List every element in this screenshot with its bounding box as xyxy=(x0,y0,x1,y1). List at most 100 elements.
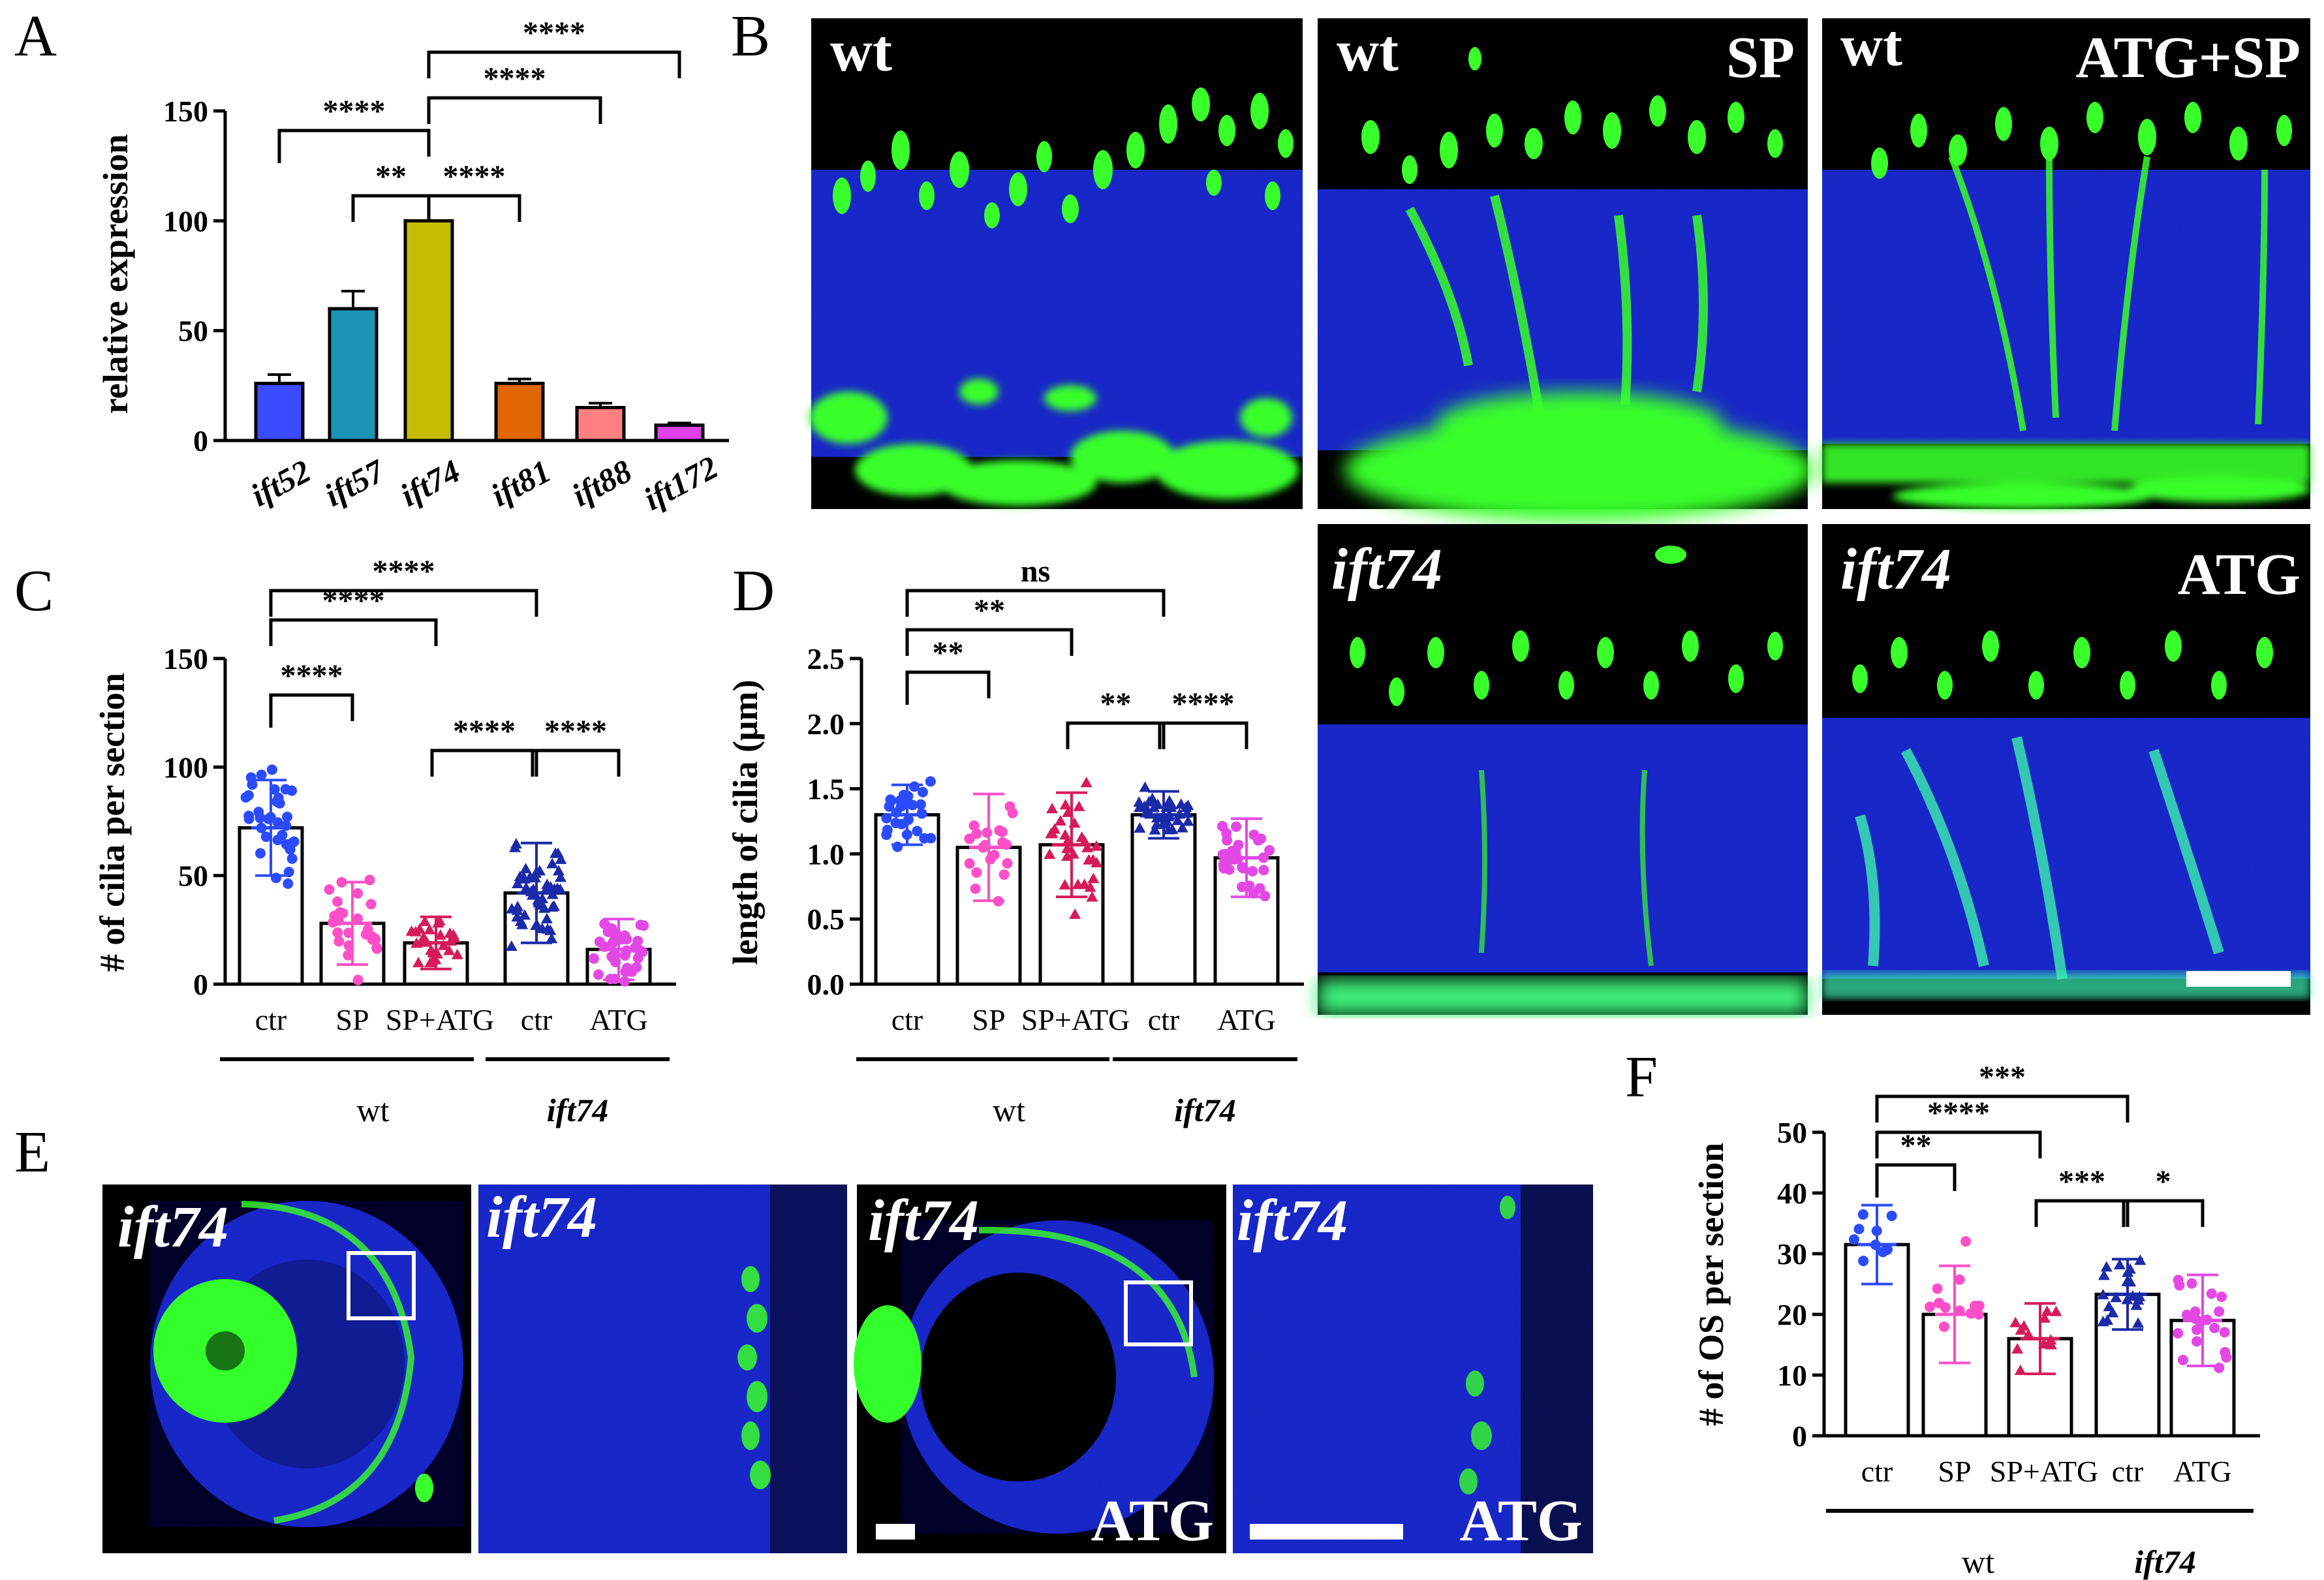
data-point xyxy=(964,858,975,869)
data-point xyxy=(1886,1210,1897,1221)
bar xyxy=(575,406,626,442)
data-point xyxy=(352,913,363,924)
data-point xyxy=(1087,873,1100,884)
data-point xyxy=(1166,824,1179,835)
data-point xyxy=(272,817,283,828)
data-point xyxy=(1222,835,1233,846)
data-point xyxy=(1054,814,1066,826)
data-point xyxy=(1133,796,1145,807)
data-point xyxy=(971,867,982,878)
significance-bracket xyxy=(427,50,681,78)
data-point xyxy=(519,863,532,874)
data-point xyxy=(2041,1305,2053,1316)
y-tick-label: 2.5 xyxy=(807,642,845,675)
data-point xyxy=(447,929,459,940)
y-tick-label: 1.5 xyxy=(807,773,845,806)
data-point xyxy=(1090,840,1102,851)
data-point xyxy=(2110,1292,2122,1303)
data-point xyxy=(256,769,267,781)
data-point xyxy=(424,957,437,968)
significance-bracket xyxy=(269,618,438,646)
data-point xyxy=(1180,801,1192,813)
label-ift74: ift74 xyxy=(117,1195,228,1260)
data-point xyxy=(424,923,436,935)
label-sp: SP xyxy=(1726,25,1795,90)
data-point xyxy=(1857,1209,1868,1220)
significance-bracket xyxy=(1066,721,1166,749)
data-point xyxy=(989,849,1000,860)
significance-label: ** xyxy=(1900,1128,1932,1163)
data-point xyxy=(505,940,518,951)
significance-bracket xyxy=(905,670,991,705)
significance-label: **** xyxy=(453,714,516,749)
data-point xyxy=(1954,1274,1965,1285)
y-tick-label: 50 xyxy=(178,315,208,348)
data-point xyxy=(409,925,422,937)
data-point xyxy=(287,853,298,864)
label-wt: wt xyxy=(1840,14,1902,78)
panel-label-f: F xyxy=(1625,1045,1658,1109)
significance-bracket xyxy=(905,589,1166,617)
data-point xyxy=(1061,850,1074,861)
data-point xyxy=(243,811,255,822)
category-label: SP+ATG xyxy=(1021,1003,1130,1036)
micrograph-e-ift74-atg-whole: ift74 ATG xyxy=(854,1185,1226,1553)
label-atg: ATG xyxy=(1091,1489,1214,1553)
data-point xyxy=(2216,1292,2227,1303)
data-point xyxy=(1148,801,1160,813)
data-point xyxy=(2098,1269,2110,1280)
data-point xyxy=(1181,807,1193,818)
data-point xyxy=(1086,891,1098,902)
data-point xyxy=(548,900,560,911)
significance-bracket xyxy=(427,194,521,222)
data-point xyxy=(970,883,981,894)
data-point xyxy=(1149,824,1161,835)
data-point xyxy=(1045,828,1057,839)
data-point xyxy=(606,951,617,962)
significance-bracket xyxy=(269,589,538,617)
data-point xyxy=(1227,845,1238,856)
significance-label: ** xyxy=(375,159,407,194)
data-point xyxy=(343,950,354,961)
y-tick-label: 50 xyxy=(178,860,208,893)
data-point xyxy=(352,974,364,985)
chart-d: 0.0 0.5 1.0 1.5 2.0 2.5 length of cilia (μm) ct… xyxy=(726,554,1304,1128)
data-point xyxy=(365,899,377,910)
data-point xyxy=(2097,1288,2109,1299)
data-point xyxy=(1044,848,1056,860)
panel-label-c: C xyxy=(14,559,54,623)
category-label: SP xyxy=(335,1003,369,1036)
data-point xyxy=(1217,821,1228,832)
data-point xyxy=(925,776,936,787)
data-point xyxy=(593,969,604,980)
group-label: wt xyxy=(993,1092,1025,1128)
panel-label-e: E xyxy=(14,1120,50,1185)
data-point xyxy=(425,944,437,955)
y-tick-label: 150 xyxy=(163,95,208,128)
data-point xyxy=(917,786,928,798)
data-point xyxy=(546,933,558,944)
data-point xyxy=(2219,1327,2230,1338)
data-point xyxy=(619,931,630,942)
data-point xyxy=(509,841,521,852)
category-label: ATG xyxy=(1217,1003,1275,1036)
data-point xyxy=(332,896,343,907)
data-point xyxy=(2173,1275,2184,1286)
bar xyxy=(403,219,454,442)
data-point xyxy=(619,950,630,961)
significance-bracket xyxy=(905,628,1074,656)
significance-bracket xyxy=(351,194,431,222)
y-tick-label: 2.0 xyxy=(807,707,845,741)
significance-label: **** xyxy=(484,61,546,96)
data-point xyxy=(370,934,381,945)
data-point xyxy=(1932,1283,1943,1294)
data-point xyxy=(2100,1261,2113,1272)
data-point xyxy=(333,936,345,947)
data-point xyxy=(621,963,632,974)
significance-bracket xyxy=(2034,1199,2130,1227)
scale-bar xyxy=(876,1524,915,1540)
data-point xyxy=(604,923,615,934)
chart-c: 0 50 100 150 # of cilia per section ctr SP SP+A… xyxy=(93,554,676,1128)
data-point xyxy=(364,875,375,886)
data-point xyxy=(412,957,425,968)
